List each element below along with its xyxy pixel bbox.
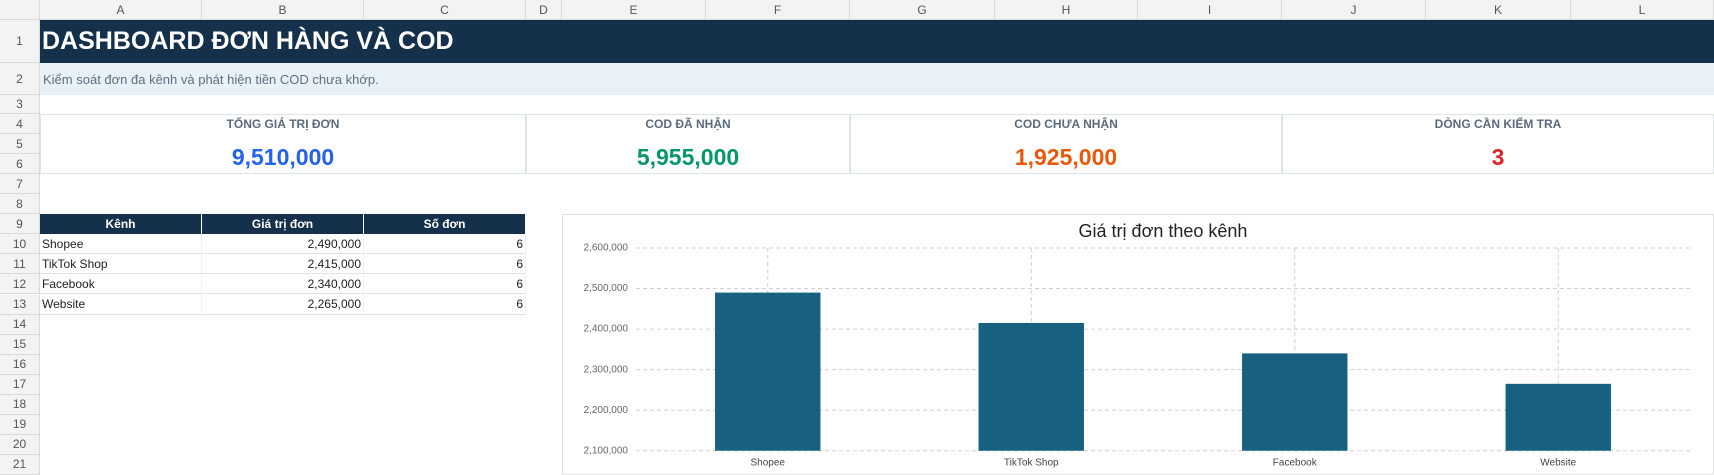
bar bbox=[1505, 384, 1611, 451]
row-header[interactable]: 21 bbox=[0, 454, 40, 475]
row-header[interactable]: 5 bbox=[0, 134, 40, 155]
kpi-card bbox=[40, 114, 526, 175]
x-tick-label: Website bbox=[1540, 458, 1576, 469]
row-header[interactable]: 7 bbox=[0, 174, 40, 195]
row-header[interactable]: 2 bbox=[0, 63, 40, 95]
row-header[interactable]: 15 bbox=[0, 334, 40, 355]
table-cell: TikTok Shop bbox=[40, 254, 202, 275]
table-header: Giá trị đơn bbox=[202, 214, 364, 235]
x-tick-label: Shopee bbox=[751, 458, 786, 469]
column-header[interactable]: K bbox=[1426, 0, 1571, 20]
y-tick-label: 2,300,000 bbox=[584, 365, 629, 376]
table-header: Kênh bbox=[40, 214, 202, 235]
bar bbox=[715, 292, 821, 451]
row-header[interactable]: 11 bbox=[0, 254, 40, 275]
kpi-label: DÒNG CẦN KIỂM TRA bbox=[1434, 117, 1562, 132]
row-header[interactable]: 13 bbox=[0, 294, 40, 315]
row-header[interactable]: 16 bbox=[0, 354, 40, 375]
chart: Giá trị đơn theo kênh 2,100,000 2,200,000 2… bbox=[562, 214, 1714, 475]
row-header[interactable]: 20 bbox=[0, 434, 40, 455]
column-header[interactable]: L bbox=[1571, 0, 1714, 20]
bar bbox=[978, 323, 1084, 451]
column-header[interactable]: G bbox=[850, 0, 995, 20]
row-header[interactable]: 19 bbox=[0, 414, 40, 435]
table-cell: 2,340,000 bbox=[202, 274, 364, 295]
column-header[interactable]: A bbox=[40, 0, 202, 20]
kpi-value: 3 bbox=[1491, 143, 1505, 170]
kpi-label: COD ĐÃ NHẬN bbox=[645, 117, 731, 132]
row-header[interactable]: 18 bbox=[0, 394, 40, 415]
kpi-value: 5,955,000 bbox=[636, 143, 740, 170]
kpi-card bbox=[526, 114, 850, 175]
row-header[interactable]: 1 bbox=[0, 20, 40, 63]
table-cell: Shopee bbox=[40, 234, 202, 255]
table-cell: Website bbox=[40, 294, 202, 315]
table-cell: 2,265,000 bbox=[202, 294, 364, 315]
y-tick-label: 2,400,000 bbox=[584, 324, 629, 335]
kpi-label: TỔNG GIÁ TRỊ ĐƠN bbox=[226, 117, 340, 132]
column-header[interactable]: D bbox=[526, 0, 562, 20]
column-header[interactable]: F bbox=[706, 0, 850, 20]
table-cell: 6 bbox=[364, 294, 526, 315]
row-header[interactable]: 12 bbox=[0, 274, 40, 295]
kpi-card bbox=[850, 114, 1282, 175]
row-header[interactable]: 17 bbox=[0, 374, 40, 395]
table-cell: 6 bbox=[364, 234, 526, 255]
x-tick-label: TikTok Shop bbox=[1004, 458, 1059, 469]
row-header[interactable]: 10 bbox=[0, 234, 40, 255]
table-cell: 2,490,000 bbox=[202, 234, 364, 255]
bar bbox=[1242, 353, 1348, 451]
row-header[interactable]: 3 bbox=[0, 95, 40, 114]
x-tick-label: Facebook bbox=[1273, 458, 1318, 469]
column-header[interactable]: I bbox=[1138, 0, 1282, 20]
column-header[interactable]: B bbox=[202, 0, 364, 20]
y-tick-label: 2,100,000 bbox=[584, 446, 629, 457]
y-tick-label: 2,600,000 bbox=[584, 243, 629, 254]
subtitle-band: Kiểm soát đơn đa kênh và phát hiện tiền … bbox=[40, 63, 1714, 95]
kpi-value: 9,510,000 bbox=[231, 143, 335, 170]
kpi-value: 1,925,000 bbox=[1014, 143, 1118, 170]
corner bbox=[0, 0, 40, 20]
row-header[interactable]: 8 bbox=[0, 194, 40, 215]
column-header[interactable]: E bbox=[562, 0, 706, 20]
row-header[interactable]: 6 bbox=[0, 154, 40, 175]
column-header[interactable]: J bbox=[1282, 0, 1426, 20]
y-tick-label: 2,500,000 bbox=[584, 283, 629, 294]
table-cell: Facebook bbox=[40, 274, 202, 295]
title-band: DASHBOARD ĐƠN HÀNG VÀ COD bbox=[40, 20, 1714, 63]
table-cell: 6 bbox=[364, 274, 526, 295]
column-header[interactable]: C bbox=[364, 0, 526, 20]
kpi-label: COD CHƯA NHẬN bbox=[1014, 117, 1118, 132]
y-tick-label: 2,200,000 bbox=[584, 405, 629, 416]
row-header[interactable]: 14 bbox=[0, 314, 40, 335]
row-header[interactable]: 9 bbox=[0, 214, 40, 235]
chart-title: Giá trị đơn theo kênh bbox=[1079, 221, 1248, 241]
table-cell: 6 bbox=[364, 254, 526, 275]
table-cell: 2,415,000 bbox=[202, 254, 364, 275]
row-header[interactable]: 4 bbox=[0, 114, 40, 135]
column-header[interactable]: H bbox=[995, 0, 1138, 20]
table-header: Số đơn bbox=[364, 214, 526, 235]
